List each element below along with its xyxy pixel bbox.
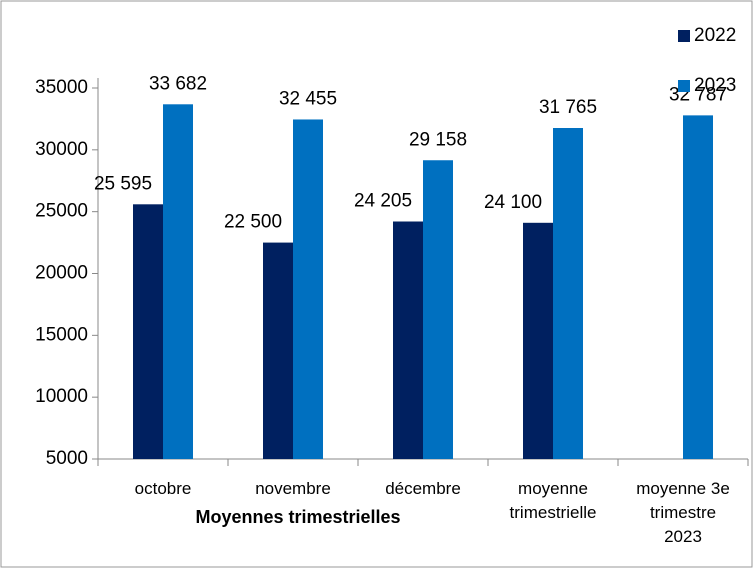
x-axis-label: Moyennes trimestrielles — [195, 507, 400, 527]
legend-label: 2022 — [694, 25, 736, 46]
y-tick-label: 10000 — [35, 386, 88, 407]
data-label: 25 595 — [94, 173, 152, 194]
data-label: 32 455 — [279, 88, 337, 109]
x-tick-label: octobre — [134, 479, 192, 498]
y-tick-label: 20000 — [35, 263, 88, 284]
bar — [293, 119, 323, 459]
bar — [163, 104, 193, 460]
data-label: 22 500 — [224, 212, 282, 233]
bar — [683, 115, 713, 459]
data-label: 24 205 — [354, 191, 412, 212]
y-tick-label: 5000 — [46, 448, 88, 469]
bar — [393, 221, 423, 459]
bar — [523, 222, 553, 459]
data-label: 31 765 — [539, 97, 597, 118]
x-tick-label: moyenne trimestrielle — [509, 479, 597, 522]
data-label: 29 158 — [409, 129, 467, 150]
bar — [263, 242, 293, 459]
bar — [553, 128, 583, 459]
bar — [133, 204, 163, 459]
y-tick-label: 15000 — [35, 324, 88, 345]
x-tick-label: moyenne 3e trimestre 2023 — [636, 479, 730, 546]
y-tick-label: 30000 — [35, 139, 88, 160]
legend-swatch — [678, 30, 690, 42]
y-tick-label: 25000 — [35, 201, 88, 222]
legend-swatch — [678, 80, 690, 92]
x-tick-label: novembre — [255, 479, 331, 498]
x-tick-label: décembre — [385, 479, 461, 498]
y-tick-label: 35000 — [35, 77, 88, 98]
legend-label: 2023 — [694, 75, 736, 96]
bar — [423, 160, 453, 459]
data-label: 24 100 — [484, 192, 542, 213]
data-label: 33 682 — [149, 73, 207, 94]
